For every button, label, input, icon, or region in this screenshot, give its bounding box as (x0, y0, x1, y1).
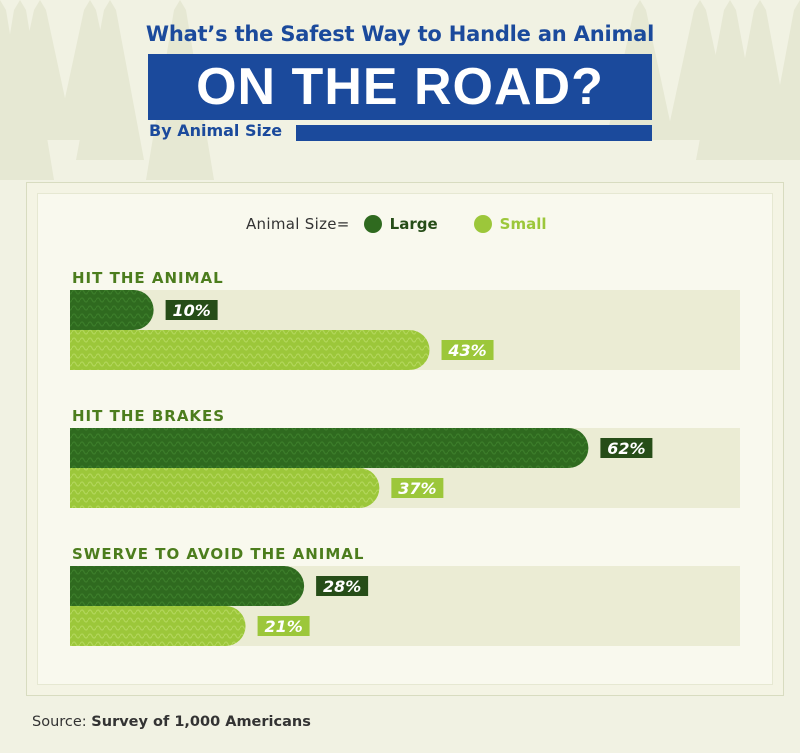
value-label: 28% (323, 577, 361, 596)
bar-large (70, 428, 589, 468)
source-note: Source: Survey of 1,000 Americans (32, 714, 311, 730)
legend-title: Animal Size= (246, 215, 350, 233)
category-label: HIT THE BRAKES (72, 407, 225, 425)
legend-swatch-large (363, 215, 382, 233)
chart-title: ON THE ROAD? (148, 54, 652, 120)
bar-small (70, 606, 246, 646)
value-label-bg (316, 576, 369, 596)
source-prefix: Source: (32, 714, 87, 730)
header: What’s the Safest Way to Handle an Anima… (0, 0, 800, 160)
bar-large (70, 566, 305, 606)
legend: Animal Size= Large Small (246, 213, 582, 235)
legend-swatch-small (473, 215, 492, 233)
legend-label-large: Large (389, 215, 438, 233)
subtitle-rule (296, 125, 652, 141)
value-label-bg (600, 438, 653, 458)
category-label: SWERVE TO AVOID THE ANIMAL (72, 545, 364, 563)
category-label: HIT THE ANIMAL (72, 269, 224, 287)
tree-shape (0, 0, 34, 180)
chart-question: What’s the Safest Way to Handle an Anima… (145, 22, 655, 46)
value-label-bg (165, 300, 218, 320)
value-label: 43% (447, 341, 486, 360)
legend-label-small: Small (499, 215, 547, 233)
value-label-bg (441, 340, 494, 360)
source-text: Survey of 1,000 Americans (91, 714, 311, 730)
value-label: 62% (607, 439, 645, 458)
tree-shape (696, 0, 764, 160)
value-label-bg (257, 616, 310, 636)
bar-small (70, 330, 430, 370)
bar-small (70, 468, 380, 508)
tree-shape (56, 0, 124, 140)
value-label-bg (391, 478, 444, 498)
bar-large (70, 290, 154, 330)
value-label: 37% (398, 479, 436, 498)
value-label: 10% (172, 301, 210, 320)
chart-subtitle: By Animal Size (149, 121, 283, 140)
tree-shape (766, 0, 800, 160)
value-label: 21% (264, 617, 302, 636)
